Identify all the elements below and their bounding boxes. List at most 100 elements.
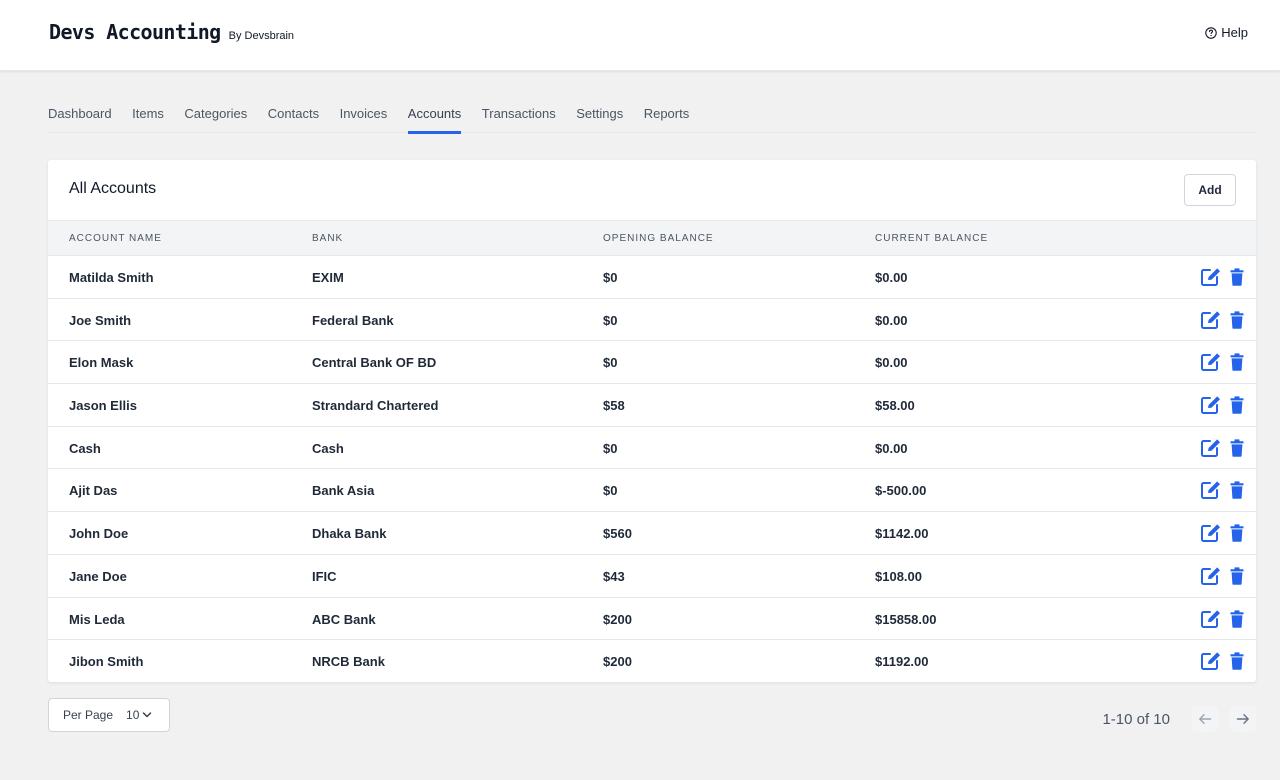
pagination-range: 1-10 of 10 (1102, 710, 1170, 728)
opening-balance-cell: $200 (603, 654, 632, 670)
account-name-cell: Cash (69, 440, 101, 456)
question-circle-icon (1205, 26, 1217, 39)
tab-transactions[interactable]: Transactions (481, 106, 556, 121)
row-actions (1200, 480, 1244, 500)
opening-balance-cell: $0 (603, 440, 618, 456)
tab-categories[interactable]: Categories (184, 106, 248, 121)
current-balance-cell: $0.00 (875, 355, 908, 371)
table-row: Joe Smith Federal Bank $0 $0.00 (48, 299, 1256, 342)
table-body: Matilda Smith EXIM $0 $0.00 Joe Smith Federal… (48, 256, 1256, 682)
current-balance-cell: $-500.00 (875, 483, 927, 499)
table-row: Jason Ellis Strandard Chartered $58 $58.00 (48, 384, 1256, 427)
tab-dashboard[interactable]: Dashboard (48, 106, 112, 121)
edit-icon[interactable] (1200, 395, 1222, 415)
previous-page-button[interactable] (1192, 706, 1218, 732)
top-bar: Devs Accounting By Devsbrain Help (0, 0, 1280, 71)
edit-icon[interactable] (1200, 609, 1222, 629)
opening-balance-cell: $58 (603, 398, 625, 414)
trash-icon[interactable] (1230, 353, 1244, 372)
account-name-cell: John Doe (69, 526, 129, 542)
account-name-cell: Elon Mask (69, 355, 134, 371)
edit-icon[interactable] (1200, 651, 1222, 671)
account-name-cell: Jane Doe (69, 568, 127, 584)
bank-cell: ABC Bank (312, 611, 376, 627)
tab-reports[interactable]: Reports (643, 106, 690, 121)
edit-icon[interactable] (1200, 310, 1222, 330)
per-page-control: Per Page 10 (48, 698, 170, 732)
tab-invoices[interactable]: Invoices (339, 106, 388, 121)
account-name-cell: Matilda Smith (69, 270, 154, 285)
page-title: All Accounts (69, 180, 157, 197)
per-page-label: Per Page (63, 708, 114, 722)
card-header: All Accounts Add (48, 160, 1256, 220)
edit-icon[interactable] (1200, 523, 1222, 543)
row-actions (1200, 267, 1244, 287)
tab-settings[interactable]: Settings (576, 106, 624, 121)
row-actions (1200, 438, 1244, 458)
trash-icon[interactable] (1230, 396, 1244, 414)
brand-byline: By Devsbrain (228, 30, 295, 42)
table-row: Jibon Smith NRCB Bank $200 $1192.00 (48, 640, 1256, 682)
opening-balance-cell: $560 (603, 526, 632, 542)
bank-cell: Dhaka Bank (312, 526, 387, 542)
edit-icon[interactable] (1200, 480, 1222, 500)
row-actions (1200, 566, 1244, 586)
add-account-button[interactable]: Add (1184, 174, 1236, 206)
bank-cell: Strandard Chartered (312, 398, 439, 414)
trash-icon[interactable] (1230, 439, 1244, 457)
bank-cell: IFIC (312, 568, 337, 584)
row-actions (1200, 609, 1244, 629)
help-link[interactable]: Help (1205, 25, 1248, 40)
account-name-cell: Joe Smith (69, 312, 132, 328)
opening-balance-cell: $0 (603, 270, 618, 285)
table-row: Matilda Smith EXIM $0 $0.00 (48, 256, 1256, 299)
current-balance-cell: $15858.00 (875, 611, 937, 627)
brand: Devs Accounting By Devsbrain (49, 20, 294, 44)
pagination: 1-10 of 10 (1102, 706, 1256, 732)
arrow-right-icon (1236, 714, 1249, 724)
table-row: Jane Doe IFIC $43 $108.00 (48, 555, 1256, 598)
main-nav-tabs: Dashboard Items Categories Contacts Invoices… (48, 97, 1256, 134)
current-balance-cell: $0.00 (875, 440, 908, 456)
column-header-bank: Bank (312, 233, 344, 244)
trash-icon[interactable] (1230, 481, 1244, 500)
trash-icon[interactable] (1230, 268, 1244, 286)
trash-icon[interactable] (1230, 524, 1244, 542)
edit-icon[interactable] (1200, 267, 1222, 287)
tab-contacts[interactable]: Contacts (267, 106, 320, 121)
accounts-card: All Accounts Add Account Name Bank Openi… (48, 160, 1256, 682)
per-page-value: 10 (126, 708, 140, 722)
edit-icon[interactable] (1200, 566, 1222, 586)
current-balance-cell: $0.00 (875, 312, 908, 328)
per-page-select[interactable]: 10 (126, 708, 152, 722)
row-actions (1200, 310, 1244, 330)
opening-balance-cell: $0 (603, 483, 618, 499)
next-page-button[interactable] (1230, 706, 1256, 732)
table-header: Account Name Bank Opening Balance Curren… (48, 220, 1256, 256)
account-name-cell: Ajit Das (69, 483, 118, 499)
tab-accounts[interactable]: Accounts (407, 97, 462, 134)
bank-cell: NRCB Bank (312, 654, 385, 670)
trash-icon[interactable] (1230, 609, 1244, 628)
help-label: Help (1221, 25, 1248, 40)
row-actions (1200, 395, 1244, 415)
table-row: Ajit Das Bank Asia $0 $-500.00 (48, 469, 1256, 513)
table-row: Cash Cash $0 $0.00 (48, 427, 1256, 470)
bank-cell: Bank Asia (312, 483, 375, 499)
table-row: Elon Mask Central Bank OF BD $0 $0.00 (48, 341, 1256, 385)
table-row: Mis Leda ABC Bank $200 $15858.00 (48, 598, 1256, 641)
row-actions (1200, 523, 1244, 543)
trash-icon[interactable] (1230, 567, 1244, 585)
account-name-cell: Mis Leda (69, 611, 125, 627)
trash-icon[interactable] (1230, 652, 1244, 670)
trash-icon[interactable] (1230, 311, 1244, 329)
account-name-cell: Jibon Smith (69, 654, 144, 670)
column-header-current-balance: Current Balance (875, 233, 989, 244)
tab-items[interactable]: Items (132, 106, 164, 121)
edit-icon[interactable] (1200, 352, 1222, 372)
current-balance-cell: $1192.00 (875, 654, 929, 670)
row-actions (1200, 651, 1244, 671)
account-name-cell: Jason Ellis (69, 398, 137, 414)
current-balance-cell: $58.00 (875, 398, 915, 414)
edit-icon[interactable] (1200, 438, 1222, 458)
